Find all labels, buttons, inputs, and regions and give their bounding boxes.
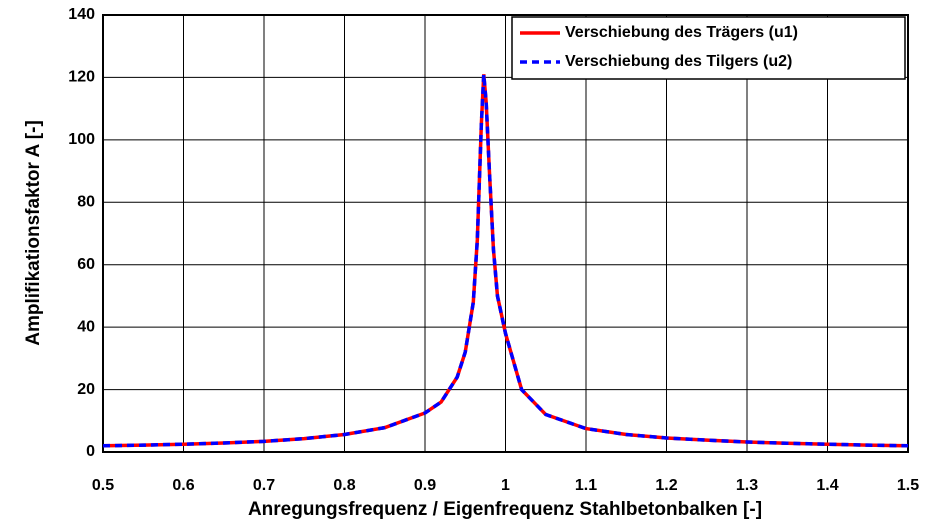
x-tick-label: 0.7 — [253, 477, 275, 494]
legend-label: Verschiebung des Tilgers (u2) — [565, 53, 792, 70]
y-axis-label: Amplifikationsfaktor A [-] — [23, 120, 44, 346]
legend-label: Verschiebung des Trägers (u1) — [565, 24, 798, 41]
y-tick-label: 60 — [77, 256, 95, 273]
x-tick-label: 1 — [501, 477, 510, 494]
y-tick-label: 80 — [77, 194, 95, 211]
x-tick-label: 1.2 — [655, 477, 677, 494]
series-line — [102, 74, 909, 448]
y-tick-label: 0 — [86, 443, 95, 460]
plot-frame — [102, 14, 909, 453]
y-tick-label: 40 — [77, 318, 95, 335]
x-tick-label: 1.4 — [816, 477, 838, 494]
x-tick-label: 0.8 — [333, 477, 355, 494]
legend-box — [511, 16, 906, 80]
x-tick-label: 0.6 — [172, 477, 194, 494]
y-tick-label: 20 — [77, 381, 95, 398]
y-tick-label: 140 — [68, 6, 95, 23]
y-tick-label: 120 — [68, 69, 95, 86]
x-tick-label: 1.3 — [736, 477, 758, 494]
x-tick-label: 0.9 — [414, 477, 436, 494]
x-tick-label: 1.5 — [897, 477, 919, 494]
y-tick-label: 100 — [68, 131, 95, 148]
x-tick-label: 1.1 — [575, 477, 597, 494]
x-axis-label: Anregungsfrequenz / Eigenfrequenz Stahlb… — [248, 499, 762, 520]
x-tick-label: 0.5 — [92, 477, 114, 494]
